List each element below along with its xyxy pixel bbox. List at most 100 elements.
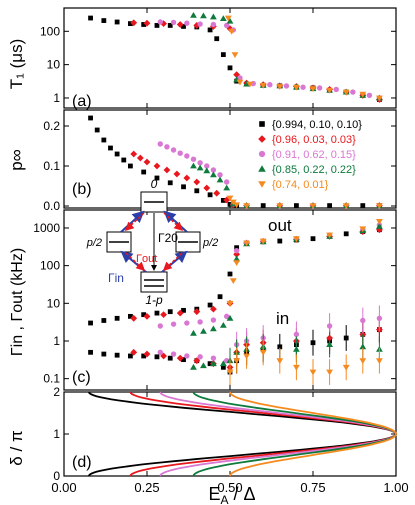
data-point-b [121, 157, 127, 163]
data-point-b [130, 150, 138, 158]
legend-marker [258, 150, 266, 158]
data-point-c [184, 320, 190, 326]
data-point-c [197, 354, 203, 360]
data-point-c [167, 309, 173, 315]
data-point-a [267, 82, 273, 88]
data-point-c [376, 358, 383, 365]
data-point-c [376, 315, 383, 322]
panel-b-tag: (b) [72, 181, 92, 198]
data-point-b [203, 167, 211, 174]
data-point-a [342, 89, 350, 96]
data-point-a [243, 80, 250, 87]
data-point-c [160, 352, 167, 360]
y-tick-label: 100 [40, 24, 60, 38]
inset-arrow-in-right-up [163, 210, 188, 233]
data-point-b [141, 169, 147, 175]
data-point-c [143, 350, 151, 358]
data-point-c [193, 357, 201, 365]
x-tick-label: 1.00 [383, 480, 408, 495]
data-point-c [293, 364, 300, 371]
data-point-c [170, 351, 177, 357]
data-point-c [233, 260, 241, 267]
data-point-c [200, 327, 207, 334]
data-point-c [130, 348, 138, 356]
data-point-a [226, 17, 234, 24]
inset-state-bottom: 1-p [145, 293, 163, 307]
data-point-c [141, 353, 147, 359]
inset-arrow-out-left [124, 212, 145, 232]
data-point-c [326, 341, 333, 348]
data-point-c [207, 302, 213, 308]
panel-b-ylabel: p∞ [7, 149, 26, 171]
data-point-b [327, 203, 332, 208]
data-point-b [157, 141, 163, 147]
panel-a-tag: (a) [72, 93, 92, 110]
data-point-a [214, 36, 220, 42]
data-point-a [326, 87, 333, 94]
data-point-c [226, 369, 234, 376]
legend-label: {0.96, 0.03, 0.03} [272, 134, 356, 146]
data-point-b [223, 179, 230, 185]
data-point-c [259, 349, 267, 356]
data-point-a [176, 21, 184, 28]
data-point-b [197, 160, 203, 166]
y-tick-label: 10 [47, 296, 61, 310]
data-point-c [88, 349, 93, 355]
data-point-a [210, 21, 217, 28]
data-point-c [101, 318, 107, 323]
data-point-c [226, 314, 234, 321]
data-point-c [219, 321, 227, 328]
inset-rate-in: Γin [108, 271, 124, 285]
annotation-out: out [268, 216, 292, 235]
data-point-c [342, 364, 350, 371]
data-point-c [114, 315, 120, 321]
data-point-b [216, 176, 224, 183]
data-point-a [236, 79, 244, 86]
data-point-c [359, 358, 367, 365]
data-point-b [260, 203, 266, 208]
data-point-c [343, 231, 349, 237]
data-point-b [101, 137, 107, 143]
data-point-a [309, 86, 317, 93]
data-point-b [193, 178, 201, 186]
inset-diagram: 0 p/2 p/2 1-p Γ20 Γout Γin [86, 177, 219, 307]
data-point-b [163, 166, 171, 174]
inset-state-left: p/2 [86, 237, 102, 249]
data-point-c [359, 343, 367, 350]
data-point-c [220, 364, 226, 370]
inset-state-bottom-box [140, 271, 168, 293]
data-point-c [130, 314, 138, 322]
panel-a-ylabel: T₁ (μs) [7, 39, 26, 89]
y-tick-label: 2 [53, 385, 60, 399]
data-point-c [157, 323, 163, 329]
inset-rate-20: Γ20 [158, 231, 178, 245]
data-point-b [376, 203, 383, 209]
data-point-c [259, 238, 267, 245]
data-point-b [167, 180, 173, 186]
data-point-c [210, 355, 217, 361]
data-point-b [128, 163, 133, 169]
data-point-c [229, 278, 237, 285]
data-point-c [176, 354, 184, 362]
data-point-b [342, 203, 350, 209]
y-tick-label: 1000 [33, 221, 60, 235]
data-point-a [233, 71, 241, 79]
data-point-a [154, 23, 160, 28]
data-point-a [231, 52, 239, 58]
data-point-c [128, 313, 133, 319]
data-point-c [293, 345, 300, 352]
data-point-c [190, 363, 197, 370]
data-point-a [101, 18, 107, 23]
data-point-b [196, 164, 204, 171]
data-point-a [130, 19, 138, 27]
data-point-a [114, 19, 120, 25]
data-point-c [217, 294, 223, 300]
data-point-c [233, 247, 240, 254]
data-point-b [114, 151, 120, 157]
data-point-c [293, 236, 300, 243]
data-point-c [310, 340, 316, 346]
data-point-b [143, 158, 151, 166]
data-point-a [141, 22, 147, 27]
data-point-c [193, 308, 201, 316]
